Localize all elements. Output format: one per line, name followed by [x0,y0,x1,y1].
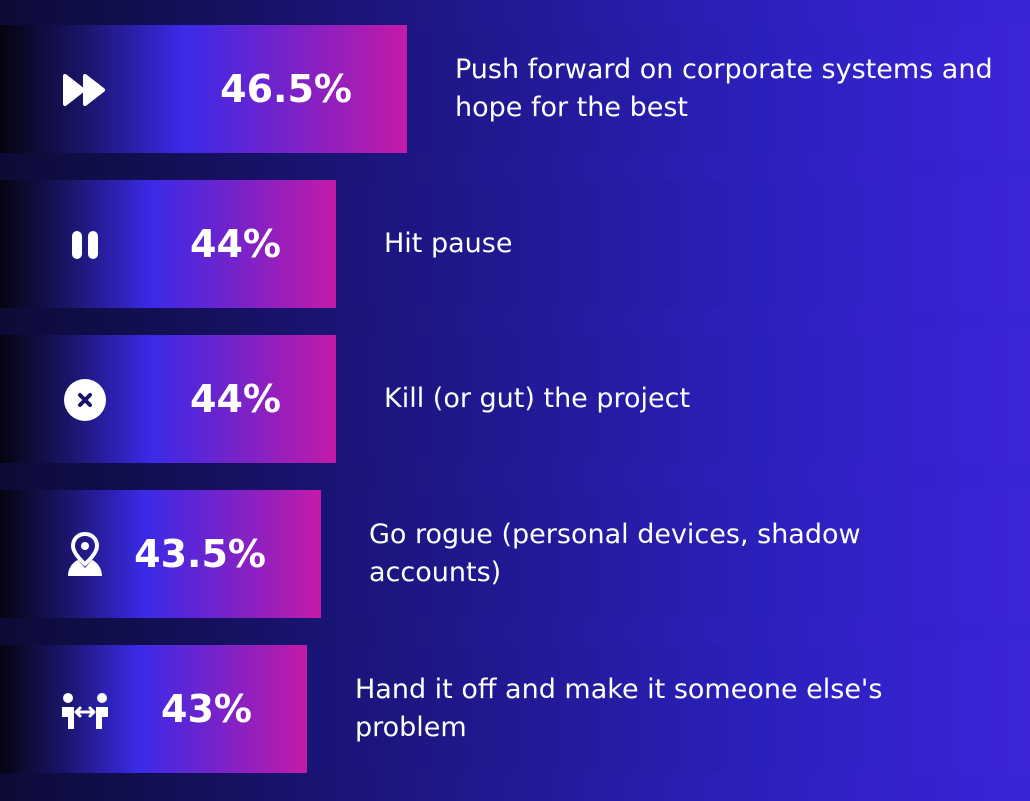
bar-row: 44% Kill (or gut) the project [0,335,1030,463]
category-label: Push forward on corporate systems and ho… [455,54,993,123]
value-label: 44% [190,377,281,421]
value-label: 46.5% [220,67,352,111]
category-label: Hand it off and make it someone else's p… [355,674,883,743]
bar [0,180,336,308]
bar-row: 43% Hand it off and make it someone else… [0,645,1030,773]
category-label: Hit pause [384,228,513,259]
bar [0,645,307,773]
bar-row: 43.5% Go rogue (personal devices, shadow… [0,490,1030,618]
bar [0,335,336,463]
bar-row: 44% Hit pause [0,180,1030,308]
fast-forward-icon [58,63,112,117]
category-label: Go rogue (personal devices, shadow accou… [369,519,861,588]
user-location-icon [58,528,112,582]
value-label: 44% [190,222,281,266]
bar [0,490,321,618]
close-circle-icon [58,373,112,427]
value-label: 43% [161,687,252,731]
handoff-icon [58,683,112,737]
value-label: 43.5% [134,532,266,576]
category-label: Kill (or gut) the project [384,383,691,414]
bar-row: 46.5% Push forward on corporate systems … [0,25,1030,153]
pause-icon [58,218,112,272]
